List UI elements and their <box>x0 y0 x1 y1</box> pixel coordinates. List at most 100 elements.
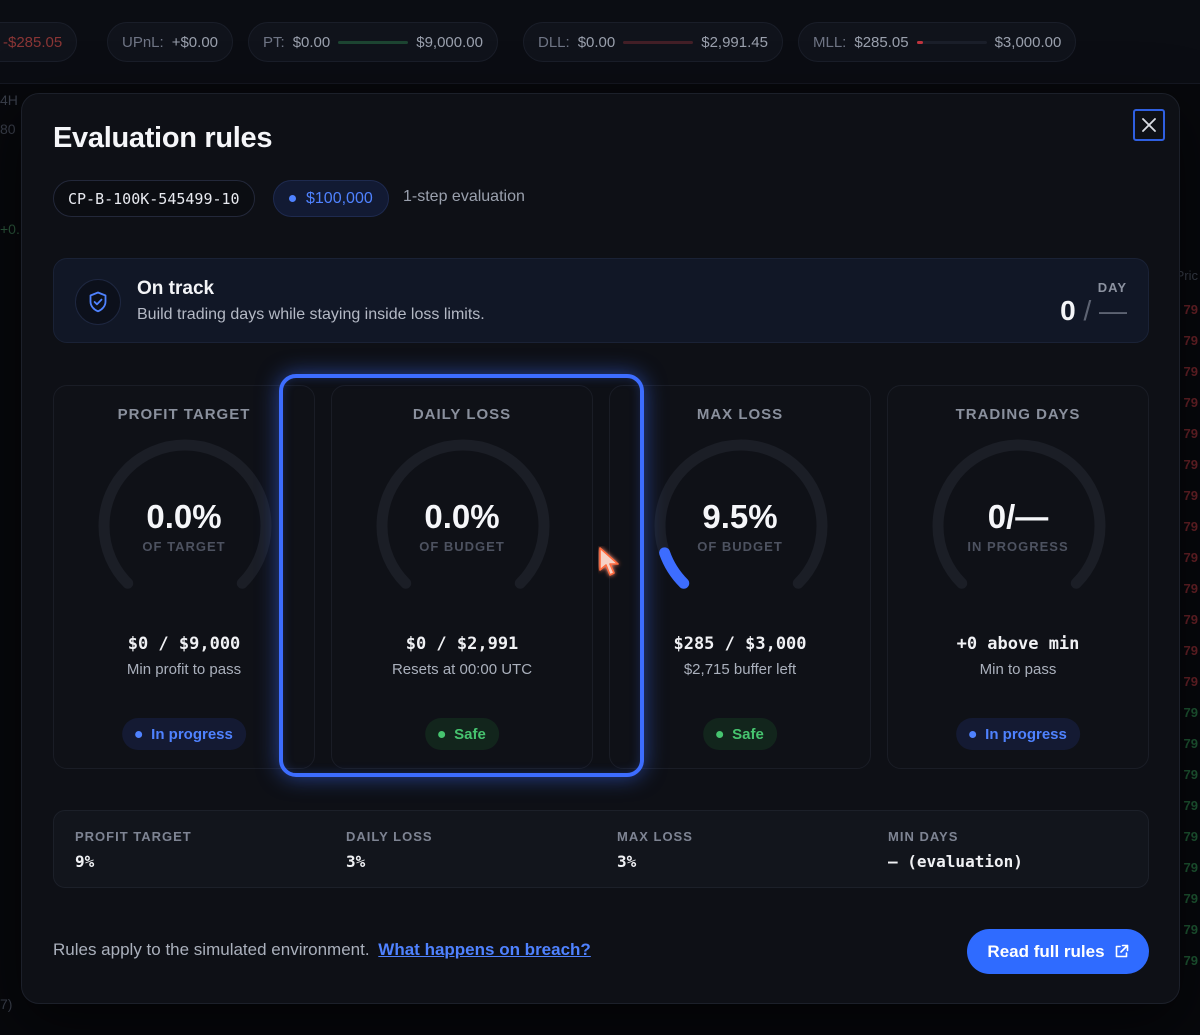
day-counter: 0 / — <box>1060 295 1127 327</box>
account-size-value: $100,000 <box>306 189 373 207</box>
card-note: Min profit to pass <box>126 661 242 678</box>
bg-price: 79 <box>1183 798 1198 813</box>
badge-label: In progress <box>985 725 1067 743</box>
card-note: Resets at 00:00 UTC <box>391 661 533 678</box>
rule-card-trading-days[interactable]: TRADING DAYS 0/— IN PROGRESS +0 above mi… <box>887 385 1149 769</box>
mll-bar <box>916 40 987 44</box>
card-amount: $0 / $2,991 <box>405 634 519 654</box>
bg-price: 79 <box>1183 860 1198 875</box>
card-percent: 0.0% <box>424 498 500 535</box>
status-badge: In progress <box>122 718 246 750</box>
evaluation-rules-modal: Evaluation rules CP-B-100K-545499-10 $10… <box>21 93 1180 1004</box>
close-button[interactable] <box>1133 109 1165 141</box>
day-separator: / <box>1083 295 1092 326</box>
gauge-track <box>654 439 828 589</box>
account-id-chip: CP-B-100K-545499-10 <box>53 180 255 217</box>
pt-target: $9,000.00 <box>416 33 483 51</box>
bg-price: 79 <box>1183 395 1198 410</box>
summary-item: MIN DAYS — (evaluation) <box>888 829 1023 871</box>
rule-card-profit-target[interactable]: PROFIT TARGET 0.0% OF TARGET $0 / $9,000… <box>53 385 315 769</box>
bg-price: 79 <box>1183 550 1198 565</box>
bg-price: 79 <box>1183 674 1198 689</box>
summary-value: 3% <box>617 852 637 871</box>
summary-label: DAILY LOSS <box>346 829 433 844</box>
read-full-rules-label: Read full rules <box>987 941 1105 961</box>
status-subtitle: Build trading days while staying inside … <box>137 306 485 323</box>
card-title: PROFIT TARGET <box>117 406 251 423</box>
badge-dot <box>969 730 977 738</box>
card-amount: $285 / $3,000 <box>673 634 807 654</box>
close-icon <box>1142 118 1156 132</box>
badge-dot <box>438 730 446 738</box>
card-amount: $0 / $9,000 <box>127 634 241 654</box>
account-size-dot <box>289 195 296 202</box>
summary-value: — (evaluation) <box>888 852 1023 871</box>
pt-value: $0.00 <box>292 33 331 51</box>
external-link-icon <box>1115 944 1128 958</box>
card-title: MAX LOSS <box>696 406 784 423</box>
summary-label: PROFIT TARGET <box>75 829 192 844</box>
mll-label: MLL: <box>813 33 847 51</box>
bg-price: 79 <box>1183 612 1198 627</box>
bg-price: 79 <box>1183 426 1198 441</box>
trading-days-gauge <box>932 439 1106 589</box>
summary-value: 9% <box>75 852 95 871</box>
status-badge: In progress <box>956 718 1080 750</box>
card-note: $2,715 buffer left <box>683 661 797 678</box>
rules-summary: PROFIT TARGET 9% DAILY LOSS 3% MAX LOSS … <box>53 810 1149 888</box>
rule-card-max-loss[interactable]: MAX LOSS 9.5% OF BUDGET $285 / $3,000 $2… <box>609 385 871 769</box>
summary-value: 3% <box>346 852 366 871</box>
bg-price: 79 <box>1183 736 1198 751</box>
rule-card-daily-loss[interactable]: DAILY LOSS 0.0% OF BUDGET $0 / $2,991 Re… <box>331 385 593 769</box>
read-full-rules-button[interactable]: Read full rules <box>967 929 1149 974</box>
footer-note: Rules apply to the simulated environment… <box>53 940 591 960</box>
bg-price: 79 <box>1183 519 1198 534</box>
badge-label: In progress <box>151 725 233 743</box>
summary-item: DAILY LOSS 3% <box>346 829 433 871</box>
bg-fragment: 80 <box>0 121 16 137</box>
bg-price: 79 <box>1183 953 1198 968</box>
card-note: Min to pass <box>979 661 1057 678</box>
bg-price: 79 <box>1183 891 1198 906</box>
modal-title: Evaluation rules <box>53 122 273 154</box>
bg-fragment: 4H <box>0 92 18 108</box>
bg-price: 79 <box>1183 829 1198 844</box>
badge-dot <box>135 730 143 738</box>
day-total: — <box>1099 295 1127 326</box>
gauge-track <box>932 439 1106 589</box>
dll-target: $2,991.45 <box>701 33 768 51</box>
badge-label: Safe <box>732 725 764 743</box>
dll-label: DLL: <box>538 33 570 51</box>
gauge-track <box>376 439 550 589</box>
bg-price: 79 <box>1183 705 1198 720</box>
bg-price: 79 <box>1183 767 1198 782</box>
card-caption: IN PROGRESS <box>967 539 1069 554</box>
bg-fragment: +0. <box>0 221 20 237</box>
gauge-track <box>98 439 272 589</box>
pt-pill: PT: $0.00 $9,000.00 <box>248 22 498 62</box>
bg-price: 79 <box>1183 922 1198 937</box>
mll-pill: MLL: $285.05 $3,000.00 <box>798 22 1077 62</box>
card-caption: OF TARGET <box>142 539 226 554</box>
gauge-fill <box>659 547 690 589</box>
bg-price: 79 <box>1183 302 1198 317</box>
upnl-label: UPnL: <box>122 33 164 51</box>
max-loss-gauge <box>654 439 828 589</box>
status-icon-wrap <box>75 279 121 325</box>
day-label: DAY <box>1097 280 1127 295</box>
bg-price: 79 <box>1183 364 1198 379</box>
status-badge: Safe <box>425 718 499 750</box>
card-percent: 9.5% <box>702 498 778 535</box>
status-badge: Safe <box>703 718 777 750</box>
card-percent: 0/— <box>987 498 1049 535</box>
card-amount: +0 above min <box>956 634 1080 654</box>
background-topbar: -$285.05 UPnL: +$0.00 PT: $0.00 $9,000.0… <box>0 0 1200 84</box>
card-caption: OF BUDGET <box>419 539 505 554</box>
background-price-column: Pric 79 79 79 79 79 79 79 79 79 79 79 79 79 79 79 79 79 7… <box>1178 84 1200 1035</box>
upnl-value: +$0.00 <box>171 33 218 51</box>
pt-bar <box>338 40 409 44</box>
breach-info-link[interactable]: What happens on breach? <box>378 940 591 959</box>
pt-label: PT: <box>263 33 285 51</box>
dll-value: $0.00 <box>577 33 616 51</box>
bg-price: 79 <box>1183 581 1198 596</box>
